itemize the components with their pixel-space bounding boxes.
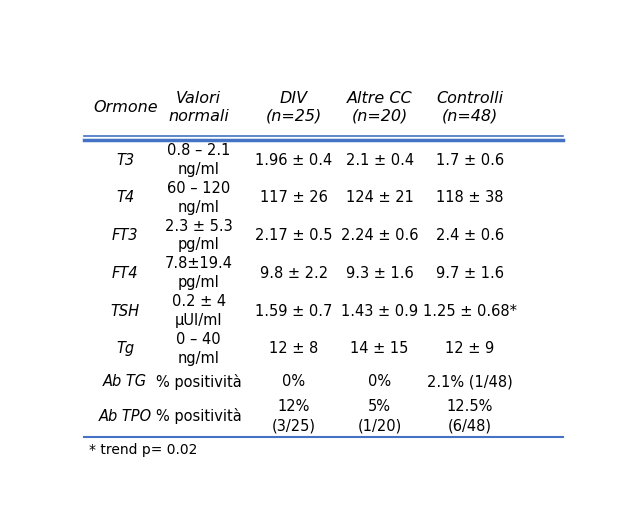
Text: 2.24 ± 0.6: 2.24 ± 0.6 bbox=[341, 228, 418, 243]
Text: Tg: Tg bbox=[116, 341, 134, 356]
Text: Controlli
(n=48): Controlli (n=48) bbox=[437, 91, 504, 123]
Text: 0.8 – 2.1
ng/ml: 0.8 – 2.1 ng/ml bbox=[167, 143, 230, 177]
Text: 9.7 ± 1.6: 9.7 ± 1.6 bbox=[436, 266, 504, 281]
Text: 12%
(3/25): 12% (3/25) bbox=[272, 400, 316, 433]
Text: 60 – 120
ng/ml: 60 – 120 ng/ml bbox=[167, 181, 230, 215]
Text: 2.1 ± 0.4: 2.1 ± 0.4 bbox=[346, 153, 414, 167]
Text: DIV
(n=25): DIV (n=25) bbox=[266, 91, 322, 123]
Text: Ab TG: Ab TG bbox=[103, 374, 148, 389]
Text: 12.5%
(6/48): 12.5% (6/48) bbox=[447, 400, 493, 433]
Text: TSH: TSH bbox=[111, 304, 140, 319]
Text: % positività: % positività bbox=[156, 408, 242, 424]
Text: 2.17 ± 0.5: 2.17 ± 0.5 bbox=[256, 228, 333, 243]
Text: Ab TPO: Ab TPO bbox=[99, 409, 152, 423]
Text: 0 – 40
ng/ml: 0 – 40 ng/ml bbox=[177, 332, 221, 366]
Text: Valori
normali: Valori normali bbox=[168, 91, 229, 123]
Text: 0%: 0% bbox=[283, 374, 305, 389]
Text: 12 ± 9: 12 ± 9 bbox=[445, 341, 495, 356]
Text: 1.59 ± 0.7: 1.59 ± 0.7 bbox=[256, 304, 333, 319]
Text: * trend p= 0.02: * trend p= 0.02 bbox=[88, 443, 197, 457]
Text: 5%
(1/20): 5% (1/20) bbox=[358, 400, 402, 433]
Text: 7.8±19.4
pg/ml: 7.8±19.4 pg/ml bbox=[165, 257, 233, 290]
Text: 9.3 ± 1.6: 9.3 ± 1.6 bbox=[346, 266, 413, 281]
Text: FT3: FT3 bbox=[112, 228, 139, 243]
Text: 14 ± 15: 14 ± 15 bbox=[350, 341, 409, 356]
Text: 2.4 ± 0.6: 2.4 ± 0.6 bbox=[436, 228, 504, 243]
Text: T4: T4 bbox=[116, 190, 134, 205]
Text: FT4: FT4 bbox=[112, 266, 139, 281]
Text: 1.7 ± 0.6: 1.7 ± 0.6 bbox=[436, 153, 504, 167]
Text: 117 ± 26: 117 ± 26 bbox=[260, 190, 328, 205]
Text: 12 ± 8: 12 ± 8 bbox=[269, 341, 319, 356]
Text: Altre CC
(n=20): Altre CC (n=20) bbox=[347, 91, 413, 123]
Text: 9.8 ± 2.2: 9.8 ± 2.2 bbox=[260, 266, 328, 281]
Text: 0%: 0% bbox=[368, 374, 391, 389]
Text: 1.96 ± 0.4: 1.96 ± 0.4 bbox=[256, 153, 333, 167]
Text: 2.3 ± 5.3
pg/ml: 2.3 ± 5.3 pg/ml bbox=[165, 219, 233, 252]
Text: T3: T3 bbox=[116, 153, 134, 167]
Text: 1.25 ± 0.68*: 1.25 ± 0.68* bbox=[423, 304, 517, 319]
Text: Ormone: Ormone bbox=[93, 100, 158, 115]
Text: 118 ± 38: 118 ± 38 bbox=[437, 190, 504, 205]
Text: 1.43 ± 0.9: 1.43 ± 0.9 bbox=[341, 304, 418, 319]
Text: 0.2 ± 4
μUI/ml: 0.2 ± 4 μUI/ml bbox=[172, 294, 226, 328]
Text: % positività: % positività bbox=[156, 374, 242, 390]
Text: 124 ± 21: 124 ± 21 bbox=[346, 190, 413, 205]
Text: 2.1% (1/48): 2.1% (1/48) bbox=[427, 374, 513, 389]
